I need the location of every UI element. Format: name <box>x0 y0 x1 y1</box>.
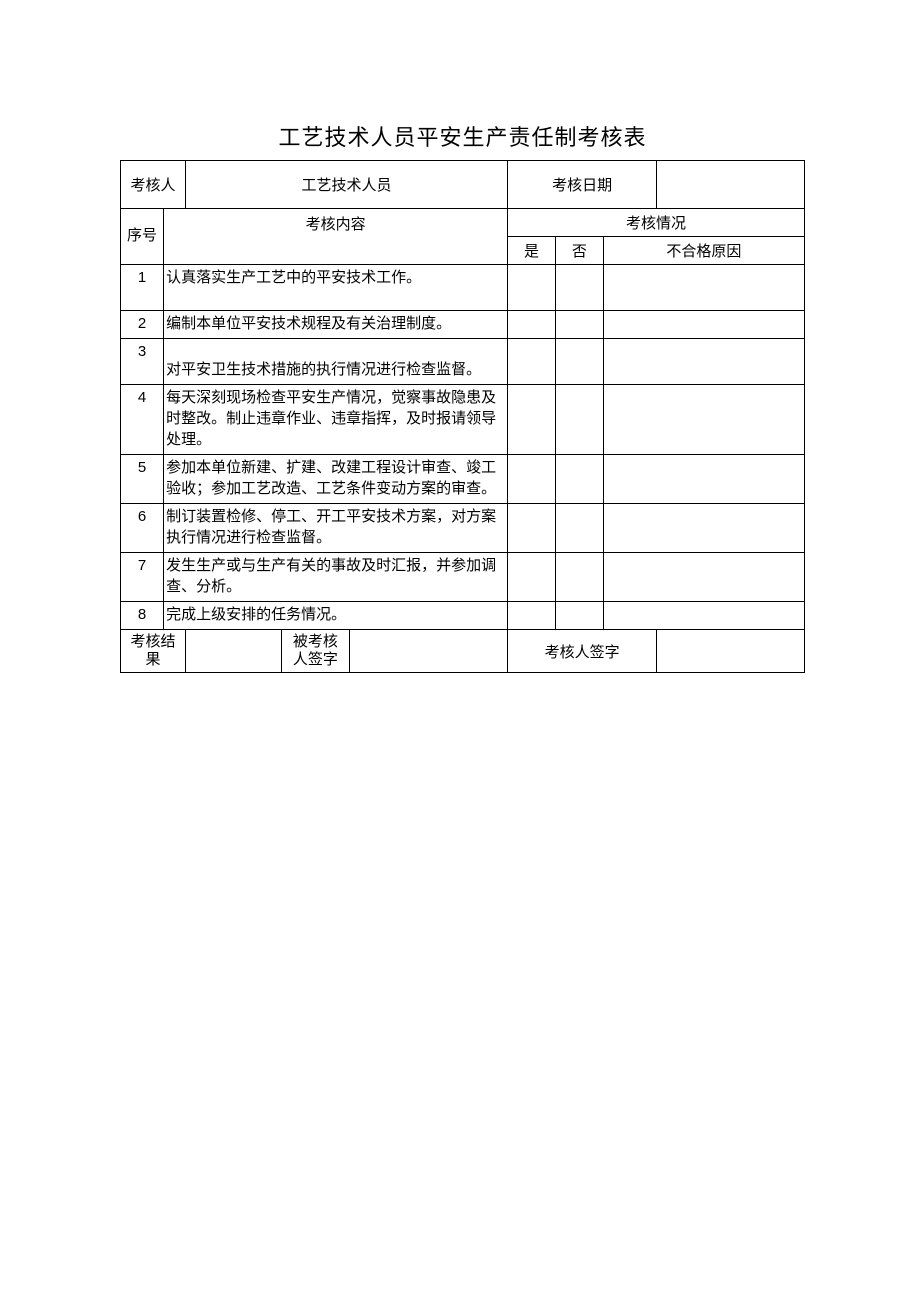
yes-cell <box>508 311 556 339</box>
table-row: 5 参加本单位新建、扩建、改建工程设计审查、竣工验收；参加工艺改造、工艺条件变动… <box>121 455 805 504</box>
yes-cell <box>508 455 556 504</box>
content-cell: 对平安卫生技术措施的执行情况进行检查监督。 <box>164 339 508 385</box>
reason-cell <box>603 311 804 339</box>
no-cell <box>555 504 603 553</box>
table-row: 7 发生生产或与生产有关的事故及时汇报，并参加调查、分析。 <box>121 553 805 602</box>
content-cell: 制订装置检修、停工、开工平安技术方案，对方案执行情况进行检查监督。 <box>164 504 508 553</box>
col-status: 考核情况 <box>508 209 805 237</box>
col-reason: 不合格原因 <box>603 237 804 265</box>
date-label: 考核日期 <box>508 161 657 209</box>
reason-cell <box>603 339 804 385</box>
table-row: 6 制订装置检修、停工、开工平安技术方案，对方案执行情况进行检查监督。 <box>121 504 805 553</box>
content-cell: 编制本单位平安技术规程及有关治理制度。 <box>164 311 508 339</box>
yes-cell <box>508 339 556 385</box>
col-seq: 序号 <box>121 209 164 265</box>
assessor-sign-label: 考核人签字 <box>508 630 657 673</box>
content-cell: 完成上级安排的任务情况。 <box>164 602 508 630</box>
no-cell <box>555 311 603 339</box>
seq-cell: 3 <box>121 339 164 385</box>
table-row: 4 每天深刻现场检查平安生产情况，觉察事故隐患及时整改。制止违章作业、违章指挥，… <box>121 385 805 455</box>
assessee-sign-value <box>350 630 508 673</box>
content-cell: 认真落实生产工艺中的平安技术工作。 <box>164 265 508 311</box>
assessment-table: 考核人 工艺技术人员 考核日期 序号 考核内容 考核情况 是 否 不合格原因 1… <box>120 160 805 673</box>
reason-cell <box>603 385 804 455</box>
no-cell <box>555 265 603 311</box>
assessee-sign-label: 被考核人签字 <box>281 630 349 673</box>
reason-cell <box>603 602 804 630</box>
col-content: 考核内容 <box>164 209 508 265</box>
column-header-row1: 序号 考核内容 考核情况 <box>121 209 805 237</box>
seq-cell: 4 <box>121 385 164 455</box>
seq-cell: 2 <box>121 311 164 339</box>
reason-cell <box>603 265 804 311</box>
col-no: 否 <box>555 237 603 265</box>
reason-cell <box>603 504 804 553</box>
no-cell <box>555 455 603 504</box>
result-label: 考核结果 <box>121 630 186 673</box>
content-cell: 发生生产或与生产有关的事故及时汇报，并参加调查、分析。 <box>164 553 508 602</box>
header-row: 考核人 工艺技术人员 考核日期 <box>121 161 805 209</box>
result-value <box>185 630 281 673</box>
page-title: 工艺技术人员平安生产责任制考核表 <box>120 120 805 152</box>
no-cell <box>555 553 603 602</box>
assessor-label: 考核人 <box>121 161 186 209</box>
no-cell <box>555 602 603 630</box>
reason-cell <box>603 455 804 504</box>
reason-cell <box>603 553 804 602</box>
table-row: 1 认真落实生产工艺中的平安技术工作。 <box>121 265 805 311</box>
content-cell: 参加本单位新建、扩建、改建工程设计审查、竣工验收；参加工艺改造、工艺条件变动方案… <box>164 455 508 504</box>
seq-cell: 8 <box>121 602 164 630</box>
seq-cell: 1 <box>121 265 164 311</box>
table-row: 3 对平安卫生技术措施的执行情况进行检查监督。 <box>121 339 805 385</box>
seq-cell: 6 <box>121 504 164 553</box>
yes-cell <box>508 553 556 602</box>
yes-cell <box>508 602 556 630</box>
yes-cell <box>508 504 556 553</box>
table-row: 2 编制本单位平安技术规程及有关治理制度。 <box>121 311 805 339</box>
footer-row: 考核结果 被考核人签字 考核人签字 <box>121 630 805 673</box>
table-row: 8 完成上级安排的任务情况。 <box>121 602 805 630</box>
yes-cell <box>508 265 556 311</box>
yes-cell <box>508 385 556 455</box>
assessor-sign-value <box>657 630 805 673</box>
no-cell <box>555 385 603 455</box>
assessor-value: 工艺技术人员 <box>185 161 507 209</box>
seq-cell: 7 <box>121 553 164 602</box>
seq-cell: 5 <box>121 455 164 504</box>
col-yes: 是 <box>508 237 556 265</box>
date-value <box>657 161 805 209</box>
content-cell: 每天深刻现场检查平安生产情况，觉察事故隐患及时整改。制止违章作业、违章指挥，及时… <box>164 385 508 455</box>
no-cell <box>555 339 603 385</box>
